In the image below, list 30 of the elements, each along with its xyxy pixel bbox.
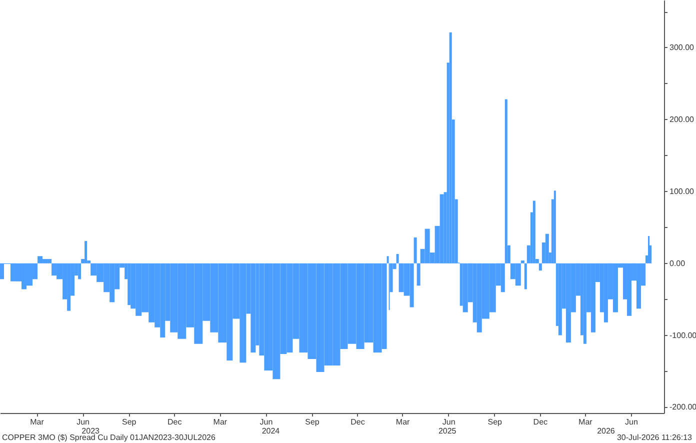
x-tick-label: Jun bbox=[442, 418, 456, 426]
x-tick-label: Jun bbox=[260, 418, 273, 426]
x-tick-label: Sep bbox=[122, 418, 137, 426]
x-tick-label: Mar bbox=[213, 418, 228, 426]
y-tick-label: -100.00 bbox=[670, 330, 696, 340]
x2-tick-label: 2024 bbox=[262, 426, 280, 436]
x-tick-label: Jun bbox=[76, 418, 90, 426]
x2-tick-label: 2026 bbox=[597, 426, 616, 436]
bar bbox=[416, 263, 420, 286]
y-tick-label: -200.00 bbox=[670, 402, 696, 412]
x-tick-label: Mar bbox=[396, 418, 410, 426]
x-tick-label: Jun bbox=[625, 418, 638, 426]
y-tick-label: 0.00 bbox=[670, 258, 686, 268]
text: 30-Jul-2026 11:26:13 bbox=[616, 433, 693, 442]
bar bbox=[558, 263, 562, 336]
y-tick-label: 100.00 bbox=[670, 186, 695, 196]
y-tick-label: 200.00 bbox=[670, 114, 695, 124]
x-tick-label: Dec bbox=[350, 418, 365, 426]
x-tick-label: Sep bbox=[488, 418, 503, 426]
x-tick-label: Mar bbox=[578, 418, 593, 426]
x-tick-label: Dec bbox=[168, 418, 182, 426]
text: COPPER 3MO ($) Spread Cu Daily 01JAN2023-30JUL2026 bbox=[2, 433, 216, 442]
x-tick-label: Sep bbox=[305, 418, 320, 426]
y-tick-label: 300.00 bbox=[670, 42, 695, 52]
x-tick-label: Dec bbox=[533, 418, 548, 426]
x2-tick-label: 2023 bbox=[82, 426, 100, 436]
bar bbox=[520, 260, 524, 264]
bar bbox=[545, 234, 549, 264]
x-tick-label: Mar bbox=[30, 418, 44, 426]
x2-tick-label: 2025 bbox=[438, 426, 457, 436]
